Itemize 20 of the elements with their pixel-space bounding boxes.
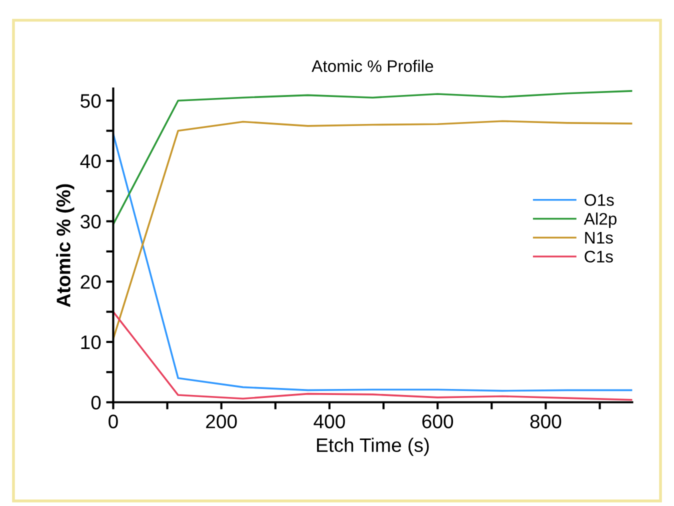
y-tick-label: 10 bbox=[81, 335, 101, 350]
chart-title: Atomic % Profile bbox=[312, 60, 434, 72]
y-tick-label: 30 bbox=[80, 214, 101, 229]
legend-label: N1s bbox=[585, 232, 613, 244]
legend-label: Al2p bbox=[584, 212, 617, 228]
line-series bbox=[113, 120, 632, 340]
x-tick-label: 200 bbox=[206, 414, 237, 428]
x-axis-title: Etch Time (s) bbox=[317, 438, 429, 456]
y-tick-label: 0 bbox=[91, 396, 101, 410]
legend-label: C1s bbox=[584, 250, 613, 263]
legend-label: O1s bbox=[584, 194, 614, 206]
x-tick-label: 0 bbox=[108, 414, 118, 428]
x-tick-label: 800 bbox=[530, 414, 562, 428]
y-tick-label: 20 bbox=[80, 275, 101, 289]
x-tick-label: 600 bbox=[422, 414, 454, 428]
y-tick-label: 40 bbox=[80, 154, 101, 168]
y-axis-title: Atomic % (%) bbox=[56, 184, 74, 308]
x-tick-label: 400 bbox=[314, 414, 345, 428]
y-tick-label: 50 bbox=[80, 94, 101, 108]
line-series bbox=[113, 310, 632, 401]
